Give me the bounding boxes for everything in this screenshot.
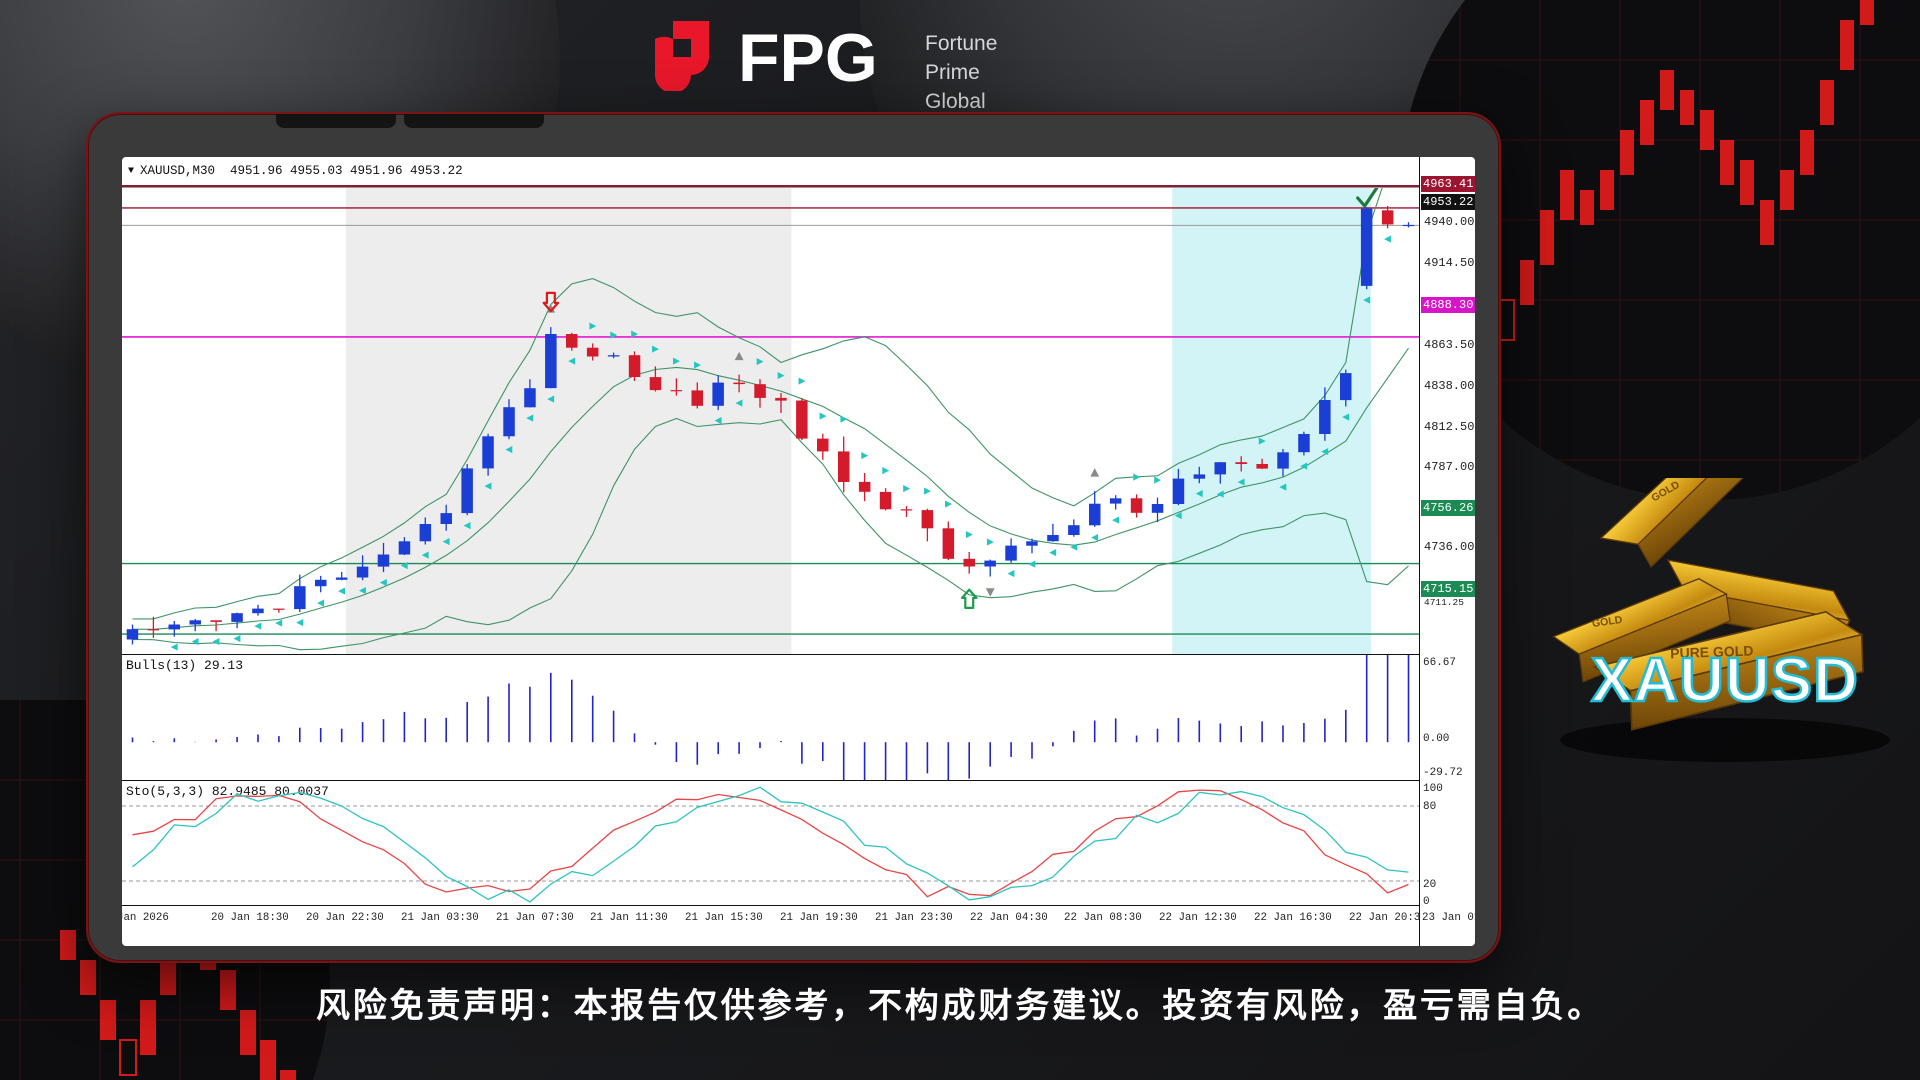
svg-text:◄: ◄ xyxy=(192,635,199,649)
svg-text:◄: ◄ xyxy=(1196,487,1203,501)
svg-text:◄: ◄ xyxy=(359,584,366,598)
svg-text:◄: ◄ xyxy=(526,412,533,426)
svg-text:Bulls(13) 29.13: Bulls(13) 29.13 xyxy=(126,658,243,673)
svg-text:◄: ◄ xyxy=(443,535,450,549)
svg-text:◄: ◄ xyxy=(233,632,240,646)
svg-text:◄: ◄ xyxy=(1238,476,1245,490)
svg-text:◄: ◄ xyxy=(338,584,345,598)
svg-text:◄: ◄ xyxy=(1217,488,1224,502)
svg-text:◄: ◄ xyxy=(484,480,491,494)
svg-text:◄: ◄ xyxy=(1363,293,1370,307)
svg-text:◄: ◄ xyxy=(1070,541,1077,555)
svg-text:►: ► xyxy=(1258,435,1266,449)
svg-text:►: ► xyxy=(798,374,806,388)
svg-text:►: ► xyxy=(1154,474,1162,488)
svg-text:◄: ◄ xyxy=(212,635,219,649)
svg-text:◄: ◄ xyxy=(401,559,408,573)
svg-text:◄: ◄ xyxy=(380,576,387,590)
svg-text:◄: ◄ xyxy=(568,355,575,369)
svg-text:◄: ◄ xyxy=(715,414,722,428)
svg-text:◄: ◄ xyxy=(1384,232,1391,246)
svg-text:►: ► xyxy=(945,498,953,512)
svg-text:►: ► xyxy=(840,413,848,427)
svg-text:◄: ◄ xyxy=(464,519,471,533)
svg-text:◄: ◄ xyxy=(275,617,282,631)
svg-text:►: ► xyxy=(987,536,995,550)
svg-text:◄: ◄ xyxy=(1007,567,1014,581)
svg-text:◄: ◄ xyxy=(547,392,554,406)
svg-text:◄: ◄ xyxy=(1112,514,1119,528)
svg-text:◄: ◄ xyxy=(735,396,742,410)
svg-text:►: ► xyxy=(924,485,932,499)
svg-text:▲: ▲ xyxy=(1090,465,1099,482)
svg-text:▲: ▲ xyxy=(735,349,744,366)
svg-text:►: ► xyxy=(903,482,911,496)
svg-text:►: ► xyxy=(589,319,597,333)
svg-text:►: ► xyxy=(861,449,869,463)
svg-text:◄: ◄ xyxy=(1091,531,1098,545)
svg-text:►: ► xyxy=(631,327,639,341)
svg-text:►: ► xyxy=(694,358,702,372)
svg-text:◄: ◄ xyxy=(1175,509,1182,523)
svg-text:◄: ◄ xyxy=(1321,445,1328,459)
svg-text:◄: ◄ xyxy=(505,443,512,457)
svg-text:►: ► xyxy=(610,329,618,343)
svg-text:►: ► xyxy=(819,410,827,424)
svg-text:►: ► xyxy=(652,342,660,356)
svg-text:►: ► xyxy=(756,355,764,369)
svg-text:◄: ◄ xyxy=(1342,411,1349,425)
svg-text:►: ► xyxy=(1133,470,1141,484)
svg-text:◄: ◄ xyxy=(1049,546,1056,560)
svg-text:◄: ◄ xyxy=(317,596,324,610)
svg-text:◄: ◄ xyxy=(296,616,303,630)
svg-text:◄: ◄ xyxy=(171,641,178,655)
svg-text:▼: ▼ xyxy=(986,585,995,602)
svg-text:◄: ◄ xyxy=(1279,481,1286,495)
svg-text:◄: ◄ xyxy=(1028,557,1035,571)
svg-text:◄: ◄ xyxy=(254,620,261,634)
svg-text:►: ► xyxy=(777,369,785,383)
svg-text:►: ► xyxy=(966,528,974,542)
svg-text:►: ► xyxy=(673,354,681,368)
svg-text:►: ► xyxy=(882,464,890,478)
svg-text:◄: ◄ xyxy=(422,549,429,563)
svg-text:◄: ◄ xyxy=(1300,459,1307,473)
